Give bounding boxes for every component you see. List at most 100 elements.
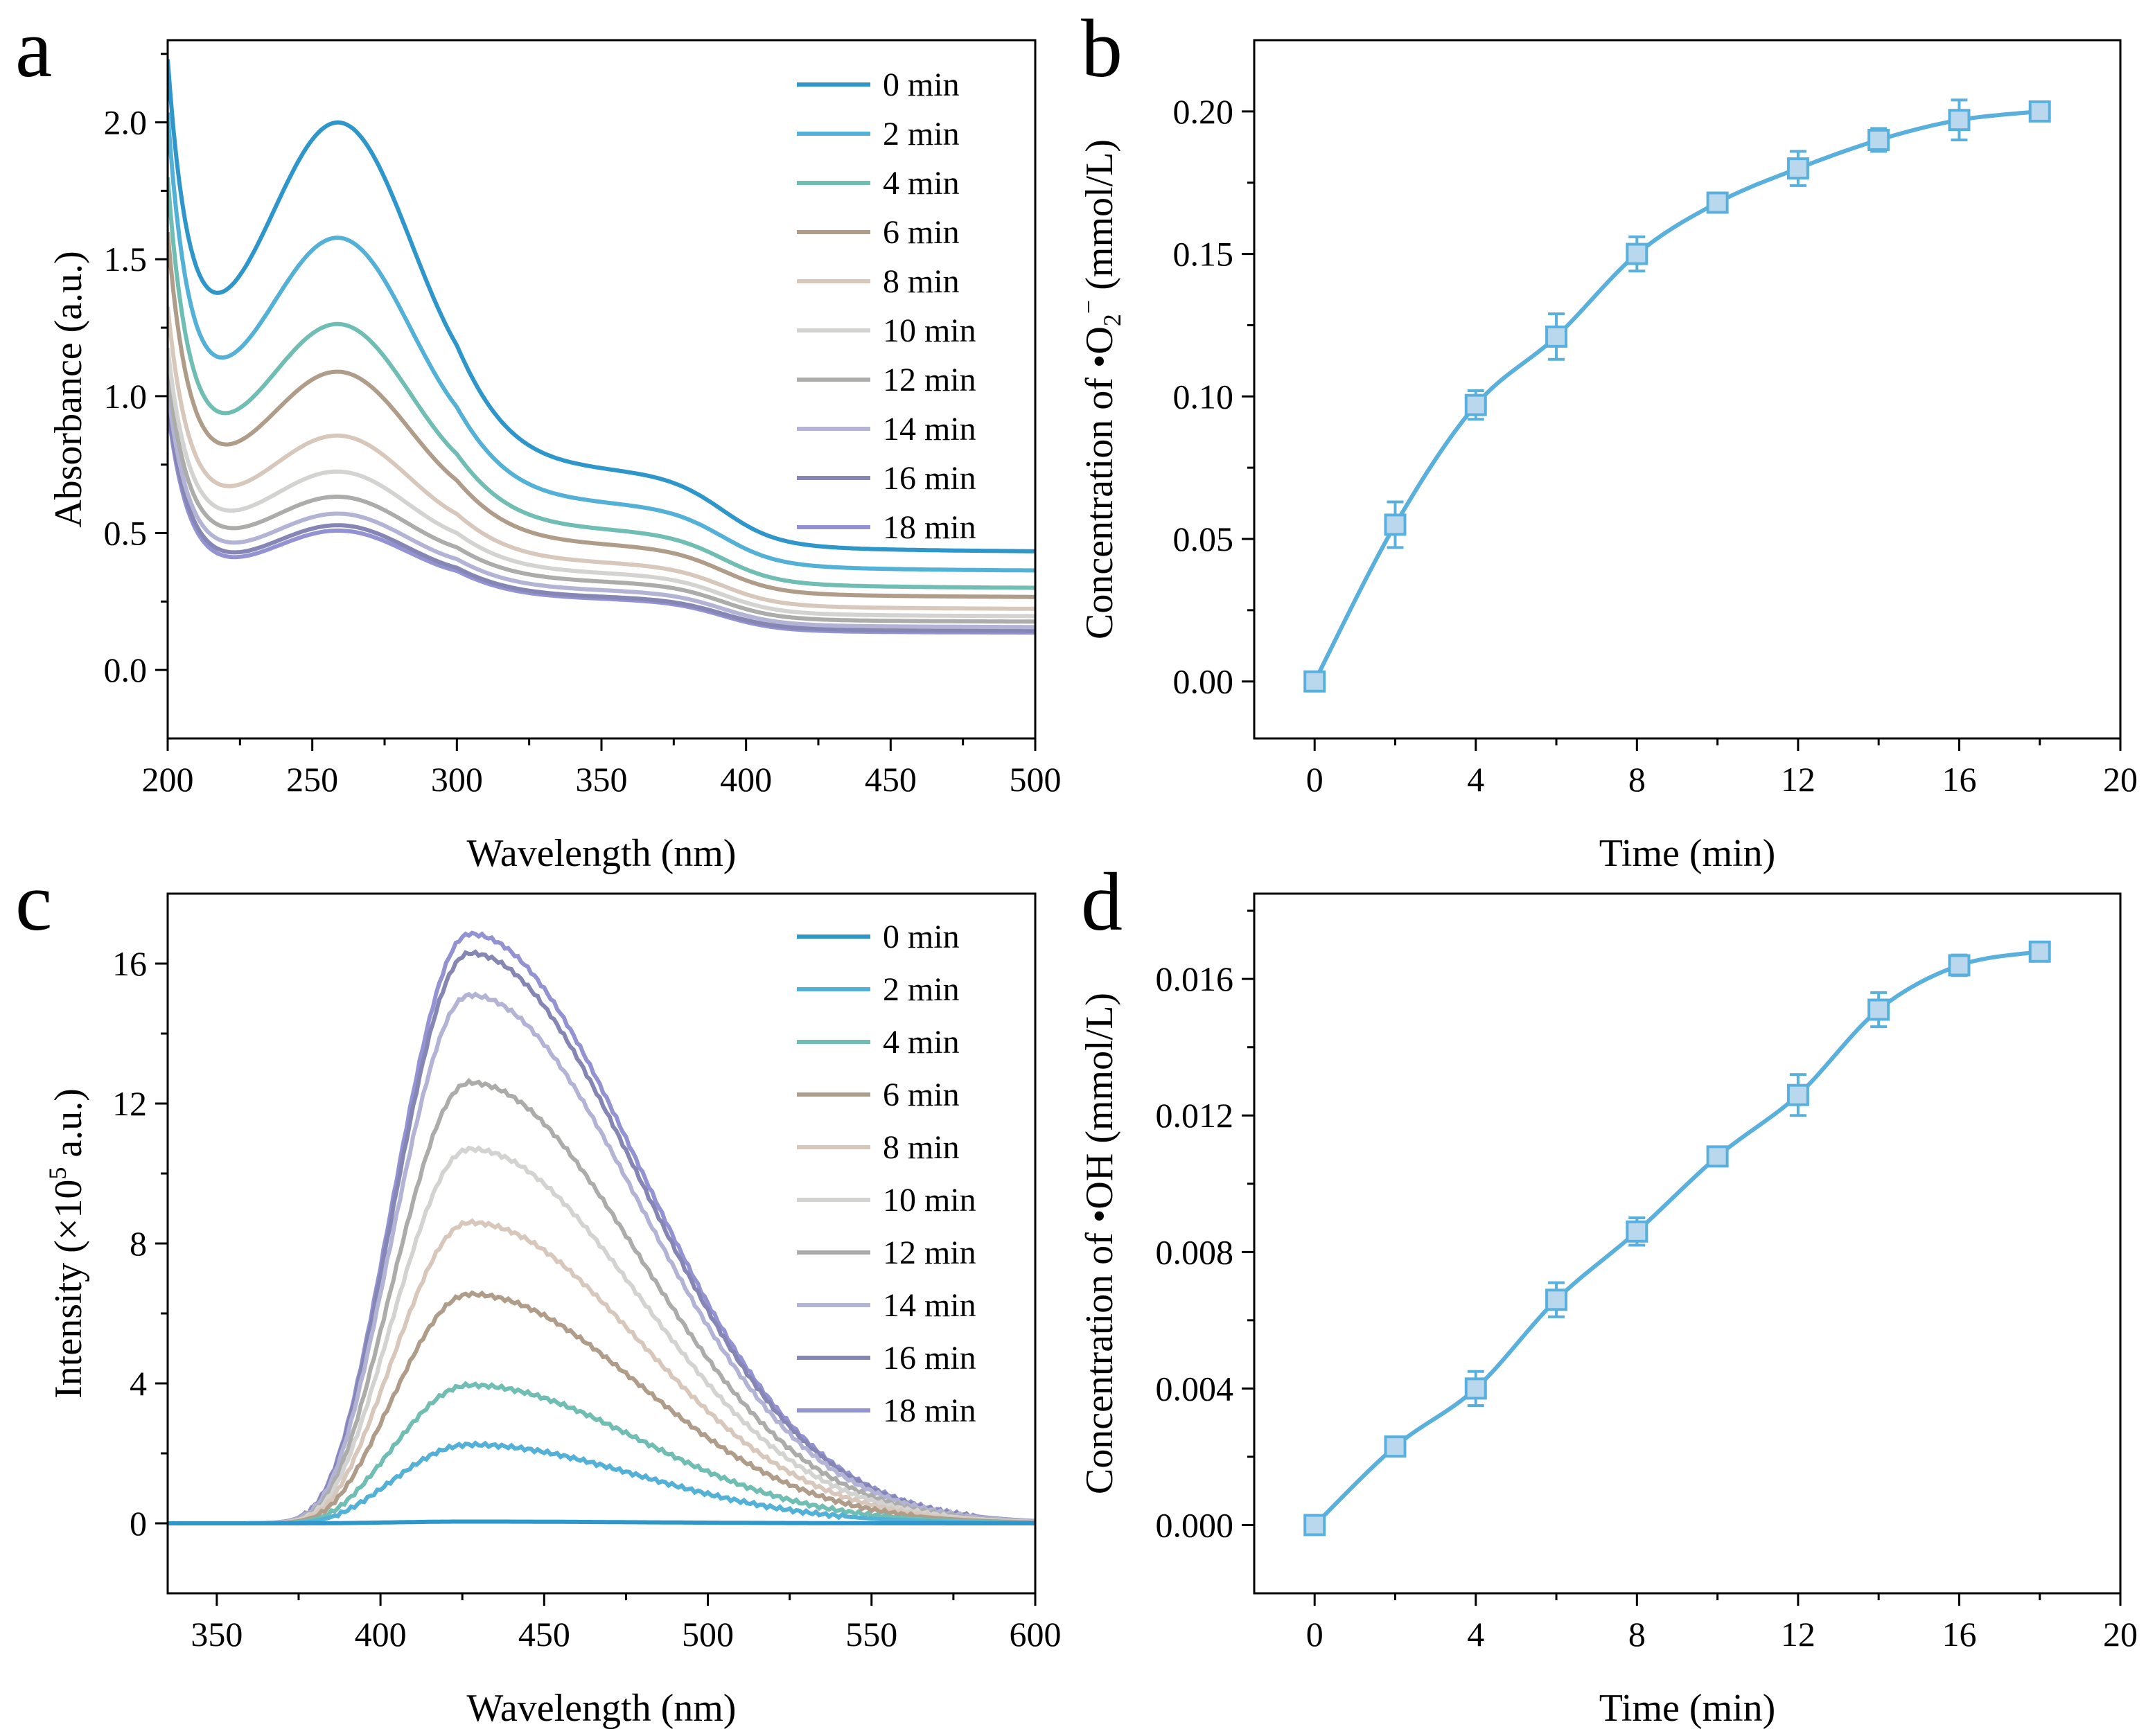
x-axis-label: Wavelength (nm) xyxy=(467,1687,737,1730)
x-axis-label: Wavelength (nm) xyxy=(467,832,737,875)
x-tick-label: 250 xyxy=(286,760,338,799)
x-tick-label: 600 xyxy=(1010,1615,1062,1654)
series-line-14-min xyxy=(168,389,1035,630)
x-tick-label: 12 xyxy=(1781,1615,1815,1654)
y-tick-label: 0.20 xyxy=(1173,92,1234,131)
y-tick-label: 8 xyxy=(130,1224,147,1263)
series-line-16-min xyxy=(168,401,1035,633)
x-tick-label: 200 xyxy=(142,760,194,799)
legend-label: 16 min xyxy=(883,460,976,497)
panel-letter: b xyxy=(1081,2,1123,94)
y-tick-label: 0.004 xyxy=(1156,1369,1234,1408)
legend-label: 4 min xyxy=(883,1024,960,1061)
y-label-part: (mmol/L) xyxy=(1078,139,1121,300)
panel-b-superoxide-chart: 0 4 8 12 16 20 0.00 0.05 0.10 0.15 0.20 Time (min) C… xyxy=(1075,2,2138,875)
legend-label: 6 min xyxy=(883,214,960,251)
x-tick-label: 400 xyxy=(355,1615,407,1654)
series-line-10-min xyxy=(168,348,1035,619)
y-tick-label: 0 xyxy=(130,1504,147,1543)
legend-label: 8 min xyxy=(883,1129,960,1166)
legend-label: 10 min xyxy=(883,312,976,349)
y-tick-label: 4 xyxy=(130,1364,147,1403)
plot-area xyxy=(168,930,1035,1525)
legend: 0 min 2 min 4 min 6 min 8 min 10 min 12 min 14 … xyxy=(797,67,976,546)
y-tick-label: 1.0 xyxy=(104,377,148,416)
x-tick-label: 300 xyxy=(431,760,483,799)
y-tick-label: 2.0 xyxy=(104,103,148,142)
legend-label: 10 min xyxy=(883,1182,976,1219)
series-line-8-min xyxy=(168,306,1035,611)
x-tick-label: 4 xyxy=(1467,1615,1484,1654)
panel-a-absorbance-chart: 200 250 300 350 400 450 500 0.0 0.5 1.0 1.5 2.0 Wave… xyxy=(15,2,1062,875)
panel-c-fluorescence-chart: 350 400 450 500 550 600 0 4 8 12 16 Wavelength (nm)… xyxy=(15,856,1062,1730)
data-point-marker xyxy=(1626,1220,1648,1243)
x-tick-label: 500 xyxy=(682,1615,734,1654)
y-tick-label: 0.016 xyxy=(1156,959,1234,998)
series-line-0-min xyxy=(168,59,1035,553)
y-label-part: Intensity (×10 xyxy=(47,1180,90,1399)
y-label-superscript: 5 xyxy=(44,1167,71,1180)
panel-letter: d xyxy=(1081,856,1123,948)
y-label-superscript: − xyxy=(1075,300,1102,314)
y-axis-label: Concentration of •O2− (mmol/L) xyxy=(1075,139,1126,639)
x-tick-label: 550 xyxy=(845,1615,897,1654)
legend-label: 6 min xyxy=(883,1077,960,1113)
data-point-marker xyxy=(1626,242,1648,265)
x-tick-label: 450 xyxy=(865,760,917,799)
y-label-part: Concentration of •O xyxy=(1078,326,1121,639)
x-tick-label: 500 xyxy=(1010,760,1062,799)
y-tick-label: 0.00 xyxy=(1173,662,1234,701)
plot-frame xyxy=(1253,892,2122,1595)
data-point-marker xyxy=(1303,670,1326,693)
data-point-marker xyxy=(1948,109,1971,132)
x-tick-label: 450 xyxy=(518,1615,570,1654)
data-point-marker xyxy=(1948,954,1971,977)
x-tick-label: 16 xyxy=(1942,1615,1976,1654)
data-point-marker xyxy=(1786,1083,1809,1106)
data-point-marker xyxy=(1786,157,1809,180)
data-point-marker xyxy=(1867,129,1890,151)
y-label-part: a.u.) xyxy=(47,1088,90,1167)
x-tick-label: 20 xyxy=(2103,1615,2138,1654)
y-tick-label: 0.012 xyxy=(1156,1096,1234,1135)
legend-label: 14 min xyxy=(883,411,976,448)
data-point-marker xyxy=(1545,1288,1568,1311)
legend-label: 16 min xyxy=(883,1340,976,1376)
y-axis-label: Absorbance (a.u.) xyxy=(47,251,90,528)
legend-label: 14 min xyxy=(883,1287,976,1324)
plot-area xyxy=(1303,940,2051,1536)
panel-d-hydroxyl-chart: 0 4 8 12 16 20 0.000 0.004 0.008 0.012 0.016 Time (… xyxy=(1078,856,2138,1730)
fit-line xyxy=(1313,949,2041,1527)
x-tick-label: 8 xyxy=(1628,760,1646,799)
x-tick-label: 350 xyxy=(191,1615,243,1654)
series-line-6-min xyxy=(168,231,1035,599)
y-label-subscript: 2 xyxy=(1098,314,1126,326)
data-point-marker xyxy=(1706,191,1729,214)
legend-label: 0 min xyxy=(883,919,960,955)
series-line-8-min xyxy=(168,1218,1035,1525)
data-point-marker xyxy=(1867,998,1890,1021)
y-tick-label: 1.5 xyxy=(104,240,148,278)
legend-label: 0 min xyxy=(883,67,960,103)
data-point-marker xyxy=(1545,325,1568,348)
legend-label: 8 min xyxy=(883,263,960,300)
data-point-marker xyxy=(1303,1514,1326,1536)
panel-letter: a xyxy=(15,2,52,94)
panel-letter: c xyxy=(15,856,52,948)
y-tick-label: 0.15 xyxy=(1173,235,1234,274)
legend-label: 12 min xyxy=(883,362,976,398)
x-tick-label: 16 xyxy=(1942,760,1976,799)
y-tick-label: 0.000 xyxy=(1156,1505,1234,1544)
series-line-2-min xyxy=(168,112,1035,573)
data-point-marker xyxy=(1384,1435,1407,1458)
series-line-0-min xyxy=(168,1519,1035,1525)
legend: 0 min 2 min 4 min 6 min 8 min 10 min 12 min 14 … xyxy=(797,919,976,1429)
plot-frame xyxy=(1253,39,2122,740)
data-point-marker xyxy=(2028,100,2051,123)
plot-area xyxy=(1303,98,2051,693)
x-tick-label: 0 xyxy=(1306,1615,1323,1654)
x-tick-label: 4 xyxy=(1467,760,1484,799)
y-tick-label: 12 xyxy=(112,1084,147,1123)
legend-label: 12 min xyxy=(883,1234,976,1271)
legend-label: 18 min xyxy=(883,509,976,546)
